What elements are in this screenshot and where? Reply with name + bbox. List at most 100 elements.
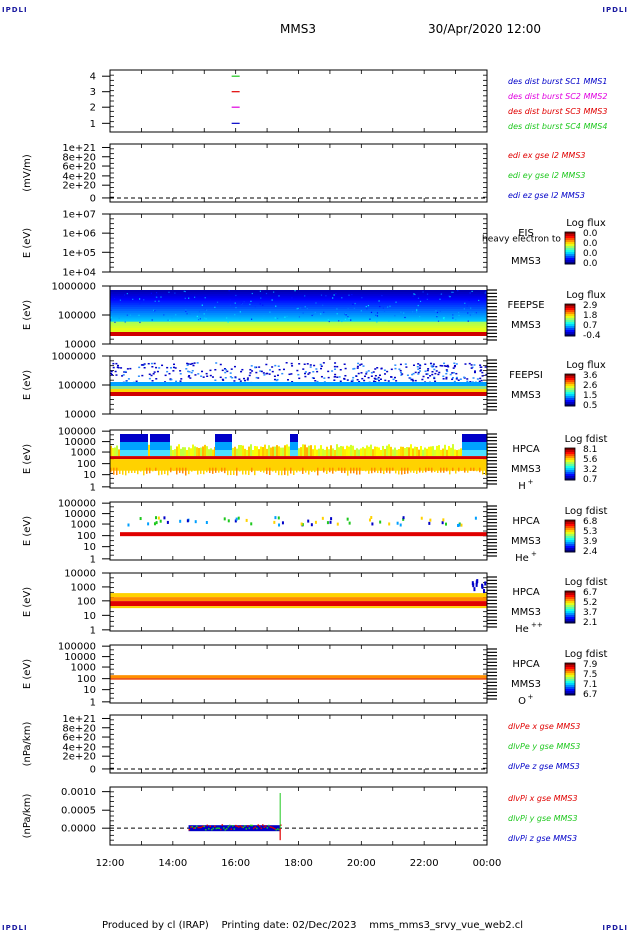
spectrogram-pixel: [441, 521, 444, 525]
colorbar-cell: [565, 452, 575, 455]
colorbar-cell: [565, 476, 575, 479]
ylabel: E (eV): [22, 300, 33, 330]
spectrogram-pixel: [374, 374, 377, 377]
spectrogram-pixel: [311, 467, 313, 473]
ytick-label: 10000: [64, 652, 96, 663]
ytick-label: 2e+20: [62, 752, 96, 763]
spectrogram-pixel: [384, 448, 386, 457]
spectrogram-pixel: [370, 375, 373, 377]
spectrogram-pixel: [179, 373, 182, 375]
spectrogram-pixel: [475, 582, 478, 587]
colorbar-cell: [565, 450, 575, 453]
spectrogram-pixel: [393, 376, 396, 379]
spectrogram-pixel: [433, 376, 436, 379]
spectrogram-pixel: [235, 294, 237, 297]
spectrogram-pixel: [199, 318, 201, 320]
spectrogram-pixel: [430, 365, 433, 367]
ytick-label: 100000: [58, 311, 96, 322]
spectrogram-pixel: [365, 371, 368, 373]
spectrogram-pixel: [452, 444, 454, 457]
colorbar-cell: [565, 392, 575, 395]
spectrogram-pixel: [461, 467, 463, 471]
spectrogram-pixel: [387, 306, 389, 308]
spectrogram-pixel: [401, 467, 403, 475]
spectrogram-pixel: [412, 295, 414, 297]
spectrogram-pixel: [376, 378, 379, 380]
spectrogram-pixel: [277, 365, 280, 367]
spectrogram-pixel: [341, 467, 343, 473]
spectrogram-pixel: [158, 367, 161, 369]
spectrogram-pixel: [268, 369, 271, 371]
colorbar-cell: [565, 546, 575, 549]
spectrogram-pixel: [297, 373, 300, 376]
spectrogram-pixel: [204, 297, 206, 299]
spectrogram-pixel: [413, 293, 415, 295]
spectrogram-pixel: [367, 304, 370, 307]
spectrogram-pixel: [276, 378, 279, 381]
spectrogram-pixel: [351, 379, 354, 381]
spectrogram-pixel: [166, 520, 169, 524]
colorbar-cell: [565, 314, 575, 317]
ylabel: E (eV): [22, 228, 33, 258]
spectrogram-pixel: [141, 364, 144, 366]
colorbar-cell: [565, 524, 575, 527]
colorbar-cell: [565, 246, 575, 249]
colorbar-cell: [565, 597, 575, 600]
spacecraft-label: MMS3: [511, 679, 541, 690]
spectrogram-pixel: [304, 375, 307, 378]
spectrogram-pixel: [476, 378, 479, 380]
data-pixel: [190, 826, 192, 828]
spectrogram-pixel: [400, 374, 403, 376]
panel-frame: [109, 355, 488, 415]
spectrogram-pixel: [384, 379, 387, 382]
data-pixel: [269, 826, 272, 828]
spectrogram-pixel: [186, 449, 188, 457]
spectrogram-pixel: [313, 364, 316, 367]
data-pixel: [232, 825, 234, 827]
spectrogram-pixel: [258, 449, 260, 457]
colorbar-tick-label: 3.7: [583, 608, 597, 618]
spectrogram-pixel: [159, 519, 162, 523]
colorbar-tick-label: 2.4: [583, 547, 598, 557]
spectrogram-pixel: [188, 447, 190, 457]
spectrogram-pixel: [229, 304, 232, 306]
spectrogram-pixel: [383, 303, 385, 305]
spectrogram-pixel: [420, 516, 423, 520]
spectrogram-band: [110, 292, 487, 295]
spectrogram-pixel: [392, 378, 395, 381]
ytick-label: 6e+20: [62, 162, 96, 173]
xtick-label: 20:00: [347, 858, 376, 869]
spectrogram-pixel: [466, 380, 469, 383]
spectrogram-pixel: [274, 516, 277, 520]
colorbar-tick-label: 0.7: [583, 475, 597, 485]
colorbar-cell: [565, 611, 575, 614]
spectrogram-pixel: [326, 521, 329, 525]
colorbar-frame: [564, 447, 576, 481]
spectrogram-pixel: [308, 372, 311, 374]
data-pixel: [229, 824, 231, 827]
colorbar-tick-label: 0.0: [583, 249, 598, 259]
spectrogram-pixel: [215, 467, 217, 473]
legend-entry: dlvPi z gse MMS3: [508, 834, 577, 843]
spectrogram-pixel: [239, 380, 242, 382]
spectrogram-pixel: [155, 366, 158, 369]
ytick-label: 10000: [64, 569, 96, 580]
spectrogram-pixel: [194, 374, 197, 376]
spectrogram-pixel: [180, 448, 182, 457]
spectrogram-pixel: [358, 449, 360, 457]
spectrogram-pixel: [379, 378, 382, 381]
spectrogram-pixel: [296, 369, 299, 372]
spectrogram-pixel: [293, 467, 295, 476]
spectrogram-pixel: [370, 444, 372, 457]
spectrogram-pixel: [286, 379, 289, 381]
spectrogram-pixel: [336, 308, 338, 310]
spectrogram-pixel: [348, 317, 350, 320]
spectrogram-band: [110, 601, 487, 607]
colorbar-cell: [565, 671, 575, 674]
panel-feepse: 1000000 100000 10000 E (eV) FEEPSE MMS3 Log fl…: [22, 282, 606, 351]
spectrogram-pixel: [377, 376, 380, 379]
spectrogram-pixel: [234, 446, 236, 457]
spectrogram-pixel: [170, 467, 172, 473]
colorbar-cell: [565, 256, 575, 259]
